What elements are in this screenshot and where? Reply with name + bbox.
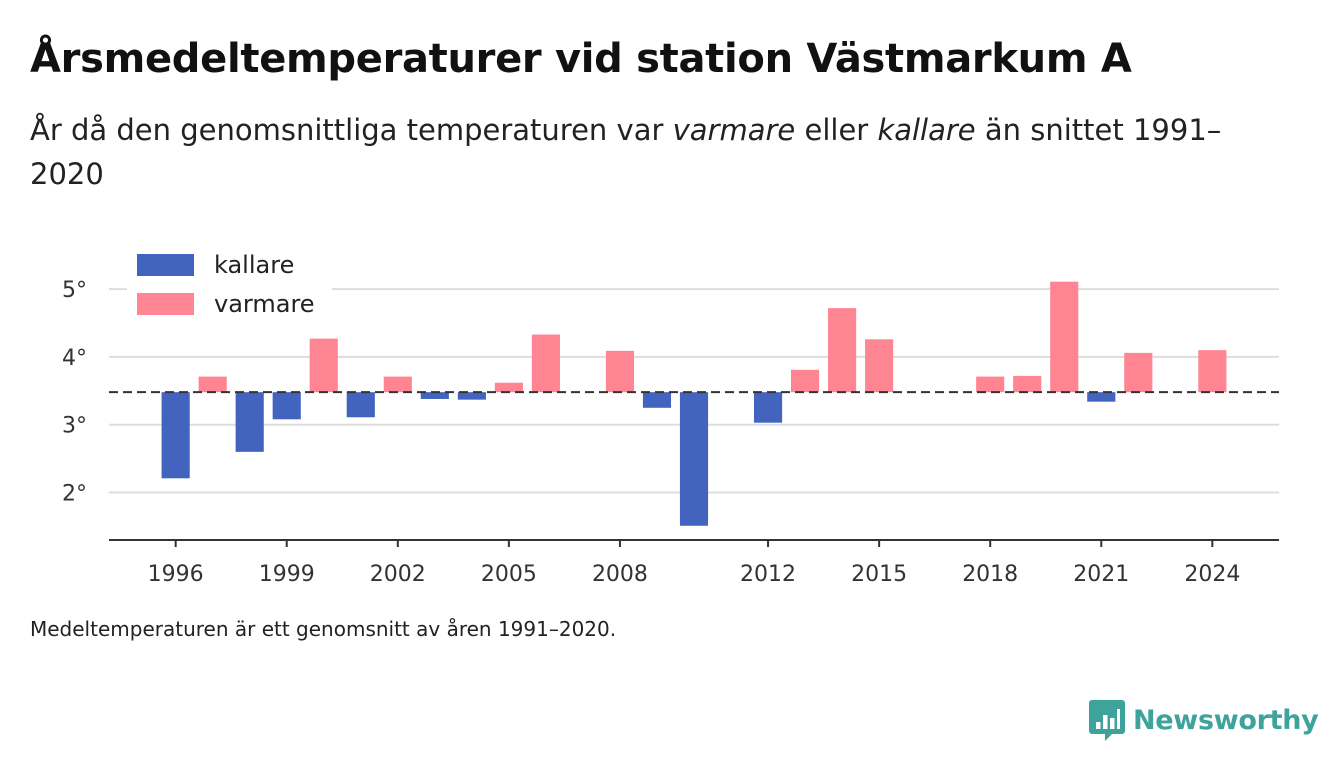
bar-1996 xyxy=(161,392,190,479)
bar-2019 xyxy=(1013,375,1042,393)
subtitle-text-1: År då den genomsnittliga temperaturen va… xyxy=(30,113,673,147)
legend-label-kallare: kallare xyxy=(214,251,294,279)
y-tick-label: 2° xyxy=(62,482,87,507)
bar-2021 xyxy=(1087,392,1116,402)
subtitle-text-3: än snittet 1991–2020 xyxy=(30,113,1222,191)
bar-2024 xyxy=(1198,350,1227,393)
bar-2022 xyxy=(1124,352,1153,393)
bar-2003 xyxy=(420,392,449,399)
bar-2010 xyxy=(679,392,709,526)
chart-title: Årsmedeltemperaturer vid station Västmar… xyxy=(30,36,1132,82)
bar-chart-speech-icon xyxy=(1089,700,1125,741)
bar-1999 xyxy=(272,392,301,420)
legend-label-varmare: varmare xyxy=(214,290,315,318)
bar-2008 xyxy=(605,350,635,393)
x-tick-label: 2012 xyxy=(740,562,796,587)
y-tick-label: 5° xyxy=(62,278,87,303)
bar-2009 xyxy=(642,392,672,408)
x-tick-label: 2018 xyxy=(962,562,1018,587)
x-tick-label: 2005 xyxy=(481,562,537,587)
bar-2020 xyxy=(1050,281,1079,393)
chart-subtitle: År då den genomsnittliga temperaturen va… xyxy=(30,108,1230,196)
bar-2004 xyxy=(457,392,486,400)
subtitle-text-2: eller xyxy=(795,113,878,147)
footnote: Medeltemperaturen är ett genomsnitt av å… xyxy=(30,617,617,641)
bar-2012 xyxy=(753,392,783,423)
subtitle-emphasis-kallare: kallare xyxy=(877,113,976,147)
subtitle-emphasis-varmare: varmare xyxy=(672,113,796,147)
legend-swatch-varmare xyxy=(137,293,194,315)
bar-2001 xyxy=(346,392,375,418)
newsworthy-logo: Newsworthy xyxy=(1089,698,1319,742)
bar-2002 xyxy=(383,376,412,393)
bar-2015 xyxy=(865,339,894,393)
x-tick-label: 1999 xyxy=(259,562,315,587)
x-tick-label: 2008 xyxy=(592,562,648,587)
x-tick-label: 2024 xyxy=(1184,562,1240,587)
x-tick-label: 2002 xyxy=(370,562,426,587)
bar-2013 xyxy=(791,369,820,393)
bar-2000 xyxy=(309,338,338,393)
x-tick-label: 1996 xyxy=(148,562,204,587)
bar-chart: 2° 3° 4° 5° 1996 1999 2002 2005 2008 2012 2015 2018… xyxy=(62,251,1279,587)
bar-2018 xyxy=(976,376,1005,393)
x-tick-label: 2021 xyxy=(1073,562,1129,587)
bar-2006 xyxy=(531,334,560,393)
bar-1997 xyxy=(198,376,227,393)
y-tick-label: 3° xyxy=(62,414,87,439)
bar-2005 xyxy=(494,382,523,393)
legend-swatch-kallare xyxy=(137,254,194,276)
y-tick-label: 4° xyxy=(62,346,87,371)
bar-2014 xyxy=(828,308,857,393)
bar-1998 xyxy=(235,392,264,452)
x-tick-label: 2015 xyxy=(851,562,907,587)
logo-text: Newsworthy xyxy=(1133,704,1319,736)
